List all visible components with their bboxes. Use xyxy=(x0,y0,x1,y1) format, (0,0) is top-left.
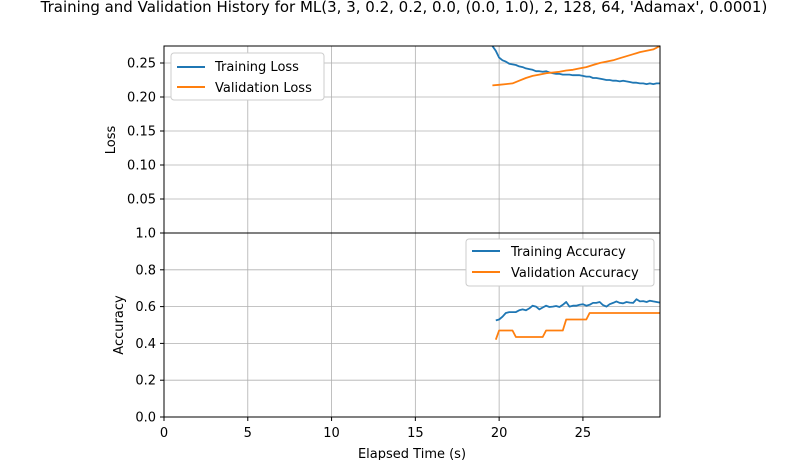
loss-ytick-label: 0.15 xyxy=(127,125,156,140)
accuracy-ytick-label: 0.8 xyxy=(135,263,156,278)
loss-legend: Training Loss Validation Loss xyxy=(170,52,325,101)
series-line-validation-accuracy xyxy=(494,312,660,341)
legend-label-validation-accuracy: Validation Accuracy xyxy=(511,266,639,281)
xtick-label: 25 xyxy=(575,426,592,441)
accuracy-ytick-label: 0.2 xyxy=(135,374,156,389)
accuracy-ytick-label: 0.6 xyxy=(135,300,156,315)
accuracy-ytick-label: 0.0 xyxy=(135,411,156,426)
x-axis: 0 5 10 15 20 25 xyxy=(160,417,591,441)
loss-ylabel: Loss xyxy=(104,126,119,155)
xtick-label: 0 xyxy=(160,426,168,441)
series-line-training-loss xyxy=(491,45,660,85)
legend-label-training-loss: Training Loss xyxy=(214,60,299,75)
accuracy-ylabel: Accuracy xyxy=(112,295,127,355)
xtick-label: 20 xyxy=(491,426,508,441)
legend-label-validation-loss: Validation Loss xyxy=(215,81,312,96)
accuracy-ytick-label: 1.0 xyxy=(135,227,156,242)
loss-ytick-label: 0.05 xyxy=(127,193,156,208)
loss-ytick-label: 0.10 xyxy=(127,159,156,174)
accuracy-plot-frame xyxy=(163,232,661,418)
chart-title: Training and Validation History for ML(3… xyxy=(40,0,768,16)
legend-label-training-accuracy: Training Accuracy xyxy=(510,245,626,260)
accuracy-panel: 0.0 0.2 0.4 0.6 0.8 1.0 Accuracy Training Acc… xyxy=(112,227,661,426)
x-axis-label: Elapsed Time (s) xyxy=(358,447,466,460)
xtick-label: 10 xyxy=(323,426,340,441)
series-line-validation-loss xyxy=(492,45,661,87)
xtick-label: 5 xyxy=(244,426,252,441)
xtick-label: 15 xyxy=(407,426,424,441)
loss-ytick-label: 0.20 xyxy=(127,91,156,106)
accuracy-legend: Training Accuracy Validation Accuracy xyxy=(465,238,655,287)
accuracy-ytick-label: 0.4 xyxy=(135,337,156,352)
loss-ytick-label: 0.25 xyxy=(127,57,156,72)
series-line-training-accuracy xyxy=(495,298,661,322)
loss-panel: 0.05 0.10 0.15 0.20 0.25 Loss Training Loss … xyxy=(104,45,661,234)
